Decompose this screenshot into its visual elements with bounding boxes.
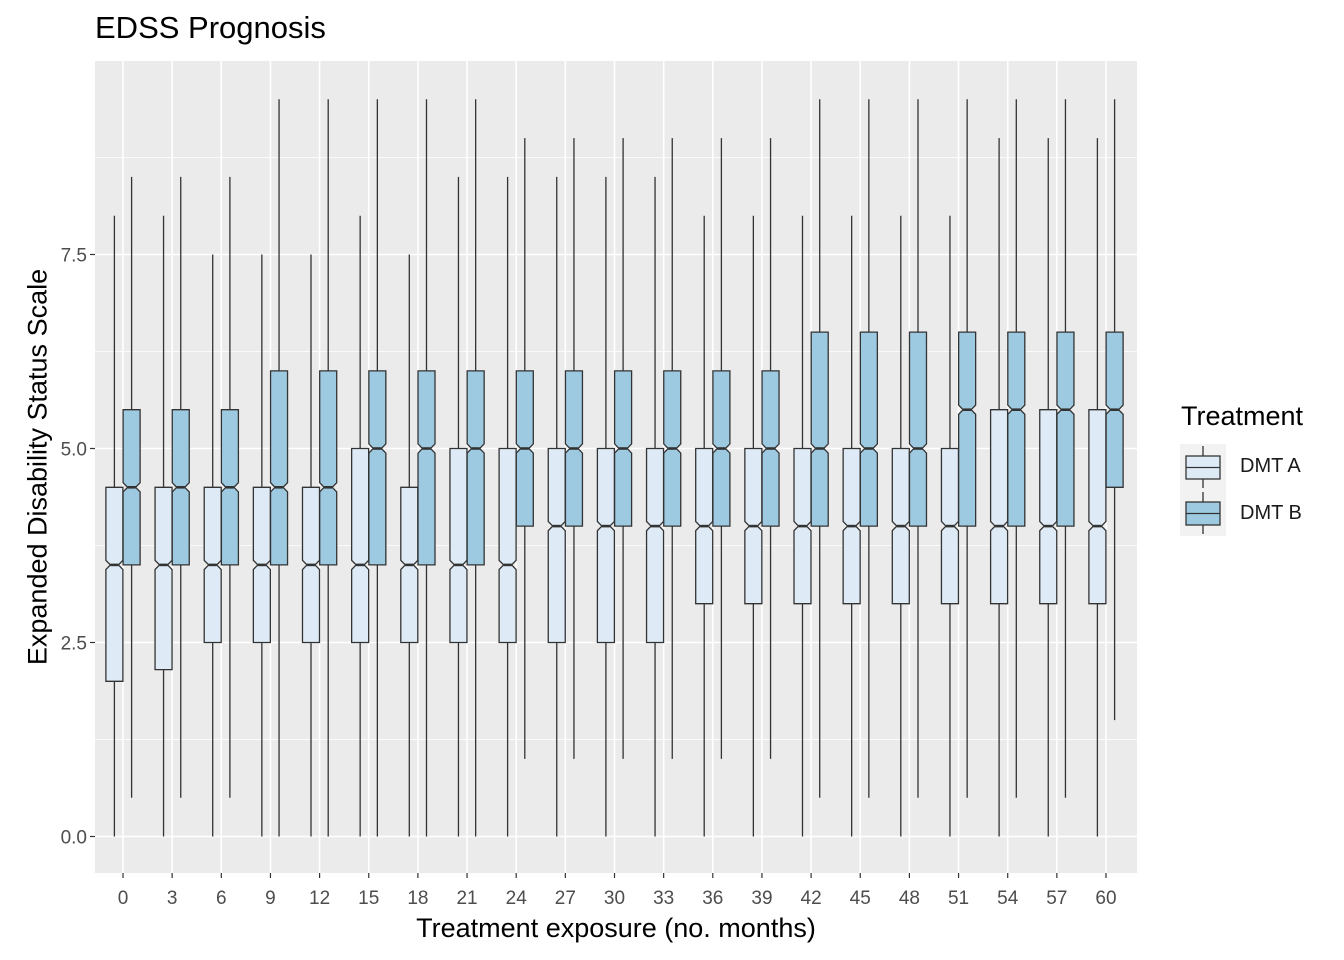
legend-title: Treatment [1181,401,1304,431]
dmt-b-48-box [908,331,928,527]
y-tick-label: 5.0 [61,440,87,461]
dmt-a-54-box [989,409,1009,605]
dmt-b-21-box [466,370,485,566]
x-axis-label: Treatment exposure (no. months) [416,913,816,943]
x-tick-label: 45 [850,888,871,909]
dmt-a-27-box [547,447,566,644]
x-tick-label: 60 [1095,888,1116,909]
dmt-b-57-box [1056,331,1075,527]
legend-label-dmt-a: DMT A [1240,455,1301,477]
x-tick-label: 51 [948,888,969,909]
x-tick-label: 36 [702,888,723,909]
x-tick-label: 24 [506,888,528,909]
x-tick-label: 33 [653,888,674,909]
y-tick-label: 7.5 [61,246,87,267]
x-tick-label: 15 [358,888,379,909]
dmt-a-24-box [498,447,517,644]
dmt-a-3-box [154,486,173,671]
x-tick-label: 48 [899,888,920,909]
y-tick-label: 2.5 [61,634,87,655]
x-tick-label: 27 [555,888,576,909]
y-tick-label: 0.0 [61,828,87,849]
dmt-a-60-box [1088,409,1107,605]
x-tick-label: 12 [309,888,330,909]
x-tick-label: 3 [167,888,178,909]
dmt-b-12-box [319,370,338,566]
dmt-b-9-box [269,370,289,566]
x-tick-label: 18 [407,888,428,909]
dmt-b-18-box [417,370,436,566]
legend-label-dmt-b: DMT B [1240,502,1302,524]
dmt-a-21-box [449,447,468,644]
dmt-a-57-box [1039,409,1058,605]
chart-title: EDSS Prognosis [95,10,326,45]
dmt-a-30-box [596,447,616,644]
x-tick-label: 9 [265,888,276,909]
y-axis-label: Expanded Disability Status Scale [22,268,53,666]
dmt-b-54-box [1007,331,1026,527]
x-tick-label: 30 [604,888,625,909]
dmt-b-45-box [859,331,878,527]
x-tick-label: 42 [801,888,822,909]
dmt-a-33-box [645,447,665,644]
dmt-b-42-box [810,331,829,527]
x-tick-label: 54 [997,888,1019,909]
dmt-b-15-box [368,370,387,566]
x-tick-label: 6 [216,888,227,909]
dmt-a-0-box [105,486,124,682]
dmt-b-51-box [958,331,977,527]
x-tick-label: 57 [1046,888,1067,909]
x-tick-label: 0 [118,888,129,909]
dmt-a-15-box [350,447,370,644]
x-tick-label: 21 [456,888,477,909]
x-tick-label: 39 [751,888,772,909]
